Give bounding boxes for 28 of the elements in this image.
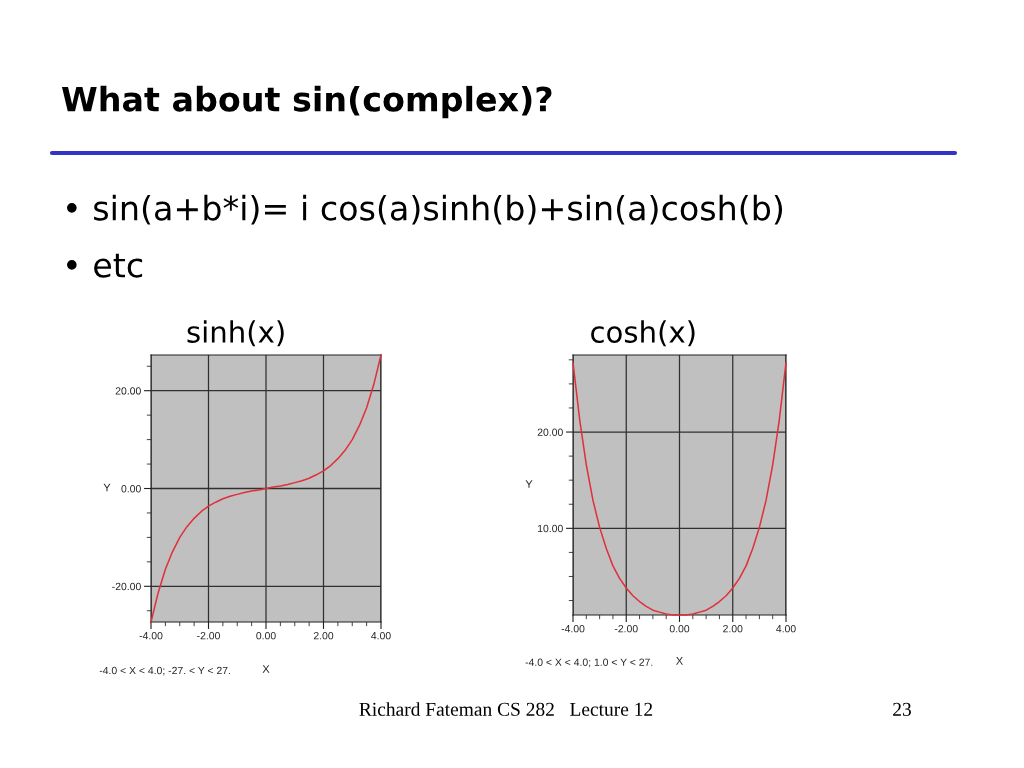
text: 23: [893, 702, 911, 716]
text: -4.0 < X < 4.0; 1.0 < Y < 27.: [525, 658, 653, 668]
x-tick-label: -2.00: [197, 632, 220, 640]
chart-title: sinh(x): [187, 320, 284, 347]
x-tick-label: -2.00: [614, 625, 638, 633]
text: • sin(a+b*i)= i cos(a)sinh(b)+sin(a)cosh(b): [66, 194, 783, 225]
y-axis-title: Y: [103, 483, 111, 492]
y-tick-label: 20.00: [115, 387, 141, 395]
text: Richard Fateman CS 282 Lecture 12: [359, 702, 653, 716]
y-tick-label: 0.00: [121, 485, 141, 493]
x-axis-title: X: [676, 657, 683, 665]
text: • etc: [66, 253, 143, 278]
x-tick-label: 0.00: [256, 632, 276, 640]
x-tick-label: 2.00: [313, 632, 334, 640]
text: What about sin(complex)?: [61, 85, 552, 119]
x-axis-title: X: [262, 665, 270, 673]
text: -4.0 < X < 4.0; -27. < Y < 27.: [99, 666, 230, 676]
x-tick-label: -4.00: [561, 625, 585, 633]
y-tick-label: -20.00: [112, 582, 141, 591]
y-axis-title: Y: [525, 480, 533, 488]
chart-title: cosh(x): [591, 320, 695, 347]
x-tick-label: 2.00: [723, 625, 743, 633]
x-tick-label: 0.00: [669, 625, 690, 633]
x-tick-label: -4.00: [139, 632, 163, 640]
y-tick-label: 10.00: [538, 524, 563, 533]
y-tick-label: 20.00: [537, 428, 563, 436]
x-tick-label: 4.00: [776, 625, 796, 633]
x-tick-label: 4.00: [371, 632, 391, 640]
